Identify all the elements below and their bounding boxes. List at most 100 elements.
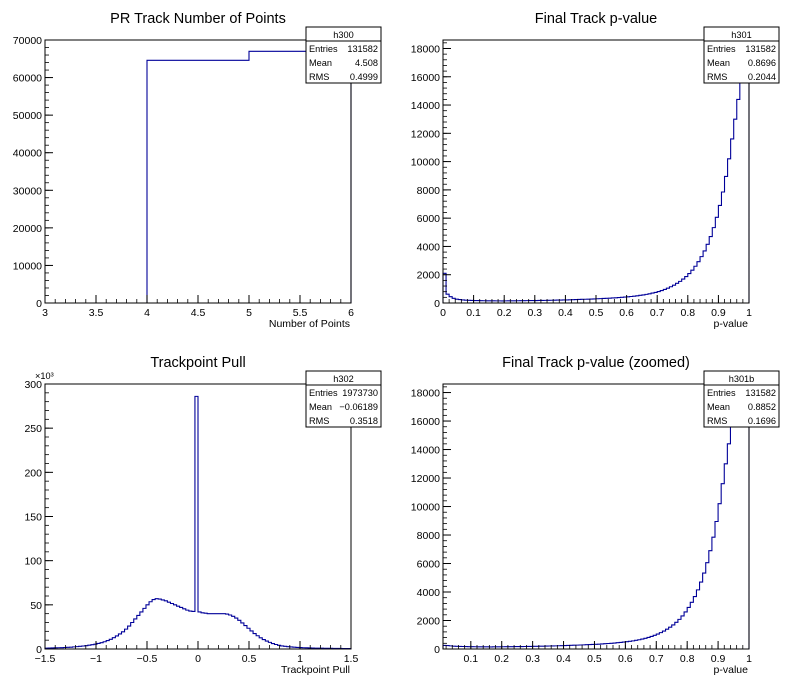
y-tick-label: 10000: [411, 502, 440, 514]
plot-title: PR Track Number of Points: [110, 11, 286, 27]
y-tick-label: 250: [24, 423, 42, 435]
stats-row-label: Mean: [707, 58, 730, 68]
histogram-panel: Final Track p-value (zoomed) 0.1 0.2 0.3 0.4…: [411, 355, 780, 676]
stats-box-frame: [305, 370, 382, 428]
y-tick-label: 20000: [13, 223, 42, 235]
x-tick-label: 0: [440, 307, 446, 319]
y-tick-label: 0: [36, 644, 42, 656]
x-tick-label: 0.9: [711, 307, 726, 319]
x-tick-label: 0.7: [650, 307, 665, 319]
stats-row-value: 0.4999: [350, 72, 378, 82]
histogram-line: [45, 50, 352, 304]
x-tick-label: 0.4: [556, 653, 571, 665]
y-exponent-label: ×10³: [35, 371, 54, 381]
x-tick-label: 1.5: [344, 653, 359, 665]
histogram-panel: Final Track p-value 0 0.1 0.2 0.3 0.4 0.5 0.6 0.…: [411, 11, 780, 330]
y-tick-label: 0: [434, 644, 440, 656]
y-tick-label: 8000: [417, 185, 441, 197]
x-tick-label: −1.5: [35, 653, 56, 665]
stats-row-label: Entries: [309, 44, 338, 54]
x-tick-label: 1: [746, 653, 752, 665]
x-tick-label: 4: [144, 307, 150, 319]
histogram-panel: PR Track Number of Points 3 3.5 4 4.5 5 5.5 6 0 1…: [13, 11, 382, 330]
stats-row-label: Mean: [309, 402, 332, 412]
y-tick-label: 0: [36, 298, 42, 310]
x-tick-label: 5: [246, 307, 252, 319]
y-tick-label: 30000: [13, 185, 42, 197]
stats-row-label: Mean: [309, 58, 332, 68]
stats-row-value: 131582: [347, 44, 378, 54]
x-tick-label: −1: [90, 653, 102, 665]
histogram-line: [442, 55, 750, 303]
y-tick-label: 8000: [417, 530, 441, 542]
x-axis-title: p-value: [714, 664, 749, 676]
histogram-line: [442, 392, 750, 649]
plot-title: Trackpoint Pull: [150, 355, 245, 371]
x-tick-label: 0.3: [527, 307, 542, 319]
plot-title: Final Track p-value: [535, 11, 658, 27]
x-tick-label: 0.3: [525, 653, 540, 665]
y-tick-label: 40000: [13, 148, 42, 160]
y-tick-label: 4000: [417, 241, 441, 253]
stats-row-value: −0.06189: [339, 402, 378, 412]
stats-box-frame: [305, 26, 382, 84]
stats-box: h300 Entries 131582 Mean 4.508 RMS 0.4999: [305, 26, 382, 84]
plot-title: Final Track p-value (zoomed): [502, 355, 690, 371]
stats-box-frame: [703, 26, 780, 84]
stats-row-label: RMS: [309, 416, 329, 426]
y-tick-label: 18000: [411, 43, 440, 55]
x-tick-label: 0.9: [711, 653, 726, 665]
x-tick-label: 0.8: [680, 307, 695, 319]
stats-row-label: RMS: [309, 72, 329, 82]
stats-row-label: Entries: [309, 388, 338, 398]
stats-box-name: h301b: [729, 374, 755, 384]
y-tick-label: 14000: [411, 100, 440, 112]
x-tick-label: 0.8: [680, 653, 695, 665]
x-tick-label: 3: [42, 307, 48, 319]
stats-row-value: 0.8852: [748, 402, 776, 412]
x-tick-label: 6: [348, 307, 354, 319]
y-tick-label: 50: [30, 600, 42, 612]
stats-row-label: RMS: [707, 72, 727, 82]
x-tick-label: 3.5: [89, 307, 104, 319]
y-tick-label: 300: [24, 379, 42, 391]
y-tick-label: 150: [24, 512, 42, 524]
stats-row-value: 4.508: [355, 58, 378, 68]
y-tick-label: 16000: [411, 72, 440, 84]
x-tick-label: 0.1: [466, 307, 481, 319]
y-tick-label: 6000: [417, 213, 441, 225]
y-tick-label: 10000: [411, 157, 440, 169]
y-tick-label: 4000: [417, 587, 441, 599]
stats-row-value: 0.2044: [748, 72, 776, 82]
x-tick-label: 4.5: [191, 307, 206, 319]
histogram-line: [44, 395, 352, 650]
x-tick-label: 0.6: [619, 307, 634, 319]
y-tick-label: 60000: [13, 73, 42, 85]
stats-row-value: 0.8696: [748, 58, 776, 68]
stats-row-label: Entries: [707, 388, 736, 398]
y-tick-label: 12000: [411, 128, 440, 140]
x-axis-title: Trackpoint Pull: [281, 664, 350, 676]
stats-box: h301 Entries 131582 Mean 0.8696 RMS 0.2044: [703, 26, 780, 84]
y-tick-label: 16000: [411, 416, 440, 428]
x-tick-label: 0.5: [587, 653, 602, 665]
y-tick-label: 70000: [13, 35, 42, 47]
y-tick-label: 0: [434, 298, 440, 310]
stats-row-value: 0.1696: [748, 416, 776, 426]
x-tick-label: 0: [195, 653, 201, 665]
x-tick-label: 0.7: [649, 653, 664, 665]
stats-row-value: 1973730: [342, 388, 378, 398]
y-tick-label: 12000: [411, 473, 440, 485]
y-tick-label: 10000: [13, 260, 42, 272]
x-tick-label: 0.1: [464, 653, 479, 665]
stats-row-label: Mean: [707, 402, 730, 412]
stats-box-name: h301: [731, 30, 751, 40]
x-tick-label: 0.4: [558, 307, 573, 319]
plot-frame: [442, 383, 750, 650]
x-tick-label: 0.5: [242, 653, 257, 665]
y-tick-label: 14000: [411, 445, 440, 457]
x-tick-label: 0.2: [494, 653, 509, 665]
x-tick-label: −0.5: [137, 653, 158, 665]
x-axis-title: Number of Points: [269, 318, 350, 330]
